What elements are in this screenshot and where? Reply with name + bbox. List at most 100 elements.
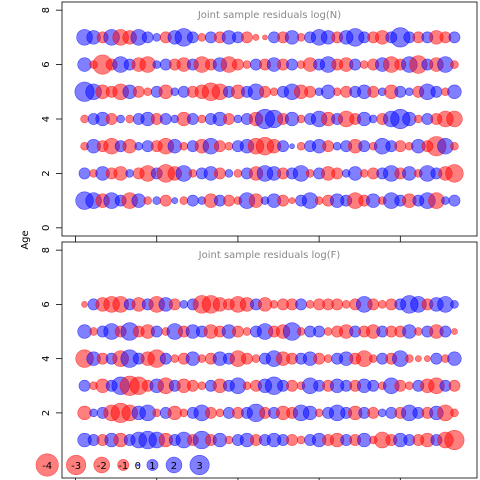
bubble <box>349 58 362 71</box>
bubble <box>224 435 234 445</box>
bubble <box>197 114 207 124</box>
bubble <box>323 354 333 363</box>
bubble <box>414 114 423 124</box>
bubble <box>314 196 324 205</box>
bubble <box>179 141 189 151</box>
bubble <box>197 354 207 363</box>
bubble <box>405 87 414 97</box>
bubble <box>168 298 181 311</box>
bubble <box>296 114 306 124</box>
y-axis-label: Age <box>20 230 31 249</box>
y-tick-label: 4 <box>41 355 52 361</box>
bubble <box>450 141 459 151</box>
bubble <box>289 143 295 150</box>
bubble <box>323 327 333 336</box>
bubble <box>288 197 296 204</box>
bubble <box>322 140 335 153</box>
bubble <box>152 408 161 418</box>
bubble <box>314 408 324 418</box>
bubble <box>159 194 172 207</box>
bubble <box>215 408 225 418</box>
bubble <box>451 328 458 335</box>
bubble <box>143 196 152 205</box>
legend-label: -1 <box>118 461 128 472</box>
bubble <box>262 34 268 41</box>
bubble <box>152 33 161 42</box>
bubble <box>232 325 244 338</box>
bubble <box>197 381 207 391</box>
bubble <box>170 87 180 97</box>
bubble <box>405 381 414 391</box>
bubble <box>116 114 125 124</box>
y-tick-label: 6 <box>41 301 52 307</box>
bubble <box>332 141 342 151</box>
bubble <box>242 60 252 69</box>
legend-label: -3 <box>71 461 81 472</box>
bubble <box>296 141 306 151</box>
bubble <box>367 379 380 392</box>
bubble <box>269 300 279 309</box>
y-tick-label: 0 <box>41 225 52 231</box>
bubble <box>125 114 134 124</box>
bubble <box>179 408 189 418</box>
bubble <box>378 408 387 418</box>
bubble <box>441 196 450 205</box>
bubble <box>171 197 179 204</box>
bubble <box>304 85 316 98</box>
bubble <box>188 169 198 178</box>
bubble <box>331 167 344 180</box>
bubble <box>223 113 235 125</box>
bubble <box>242 327 252 336</box>
bubble <box>179 300 189 309</box>
bubble <box>341 300 351 309</box>
bubble <box>81 301 88 308</box>
bubble <box>439 325 452 338</box>
panel-title: Joint sample residuals log(N) <box>197 10 341 21</box>
bubble <box>296 435 306 445</box>
bubble <box>105 113 118 125</box>
y-tick-label: 2 <box>41 170 52 176</box>
bubble <box>159 352 172 365</box>
bubble <box>296 327 306 336</box>
bubble <box>448 379 461 392</box>
legend-label: 3 <box>196 461 202 472</box>
bubble <box>394 140 407 153</box>
bubble <box>286 379 298 392</box>
bubble <box>277 194 289 207</box>
bubble <box>424 355 431 363</box>
bubble <box>368 114 378 124</box>
bubble <box>152 60 161 69</box>
bubble <box>367 85 380 98</box>
bubble <box>141 31 154 44</box>
bubble <box>233 114 243 124</box>
y-tick-label: 6 <box>41 61 52 67</box>
bubble <box>305 169 315 178</box>
legend-bubble <box>93 456 110 474</box>
legend-bubble <box>189 455 210 475</box>
bubble <box>450 408 459 418</box>
legend-label: 1 <box>149 461 155 472</box>
bubble <box>259 85 271 98</box>
bubble <box>286 58 298 71</box>
bubble <box>394 379 407 392</box>
bubble <box>170 354 180 363</box>
bubble <box>78 167 91 180</box>
bubble <box>241 352 253 365</box>
bubble <box>186 113 199 125</box>
bubble <box>296 33 306 42</box>
bubble <box>213 167 226 180</box>
bubble <box>223 194 235 207</box>
bubble <box>430 352 443 365</box>
legend-label: 0 <box>135 461 141 472</box>
y-tick-label: 2 <box>41 410 52 416</box>
legend-bubble <box>146 459 159 471</box>
bubble <box>444 430 465 451</box>
bubble <box>134 141 143 151</box>
bubble <box>450 60 459 69</box>
y-tick-label: 8 <box>41 7 52 13</box>
bubble <box>394 85 407 98</box>
bubble <box>143 87 152 97</box>
panel-frame <box>61 241 478 479</box>
bubble <box>159 113 172 125</box>
